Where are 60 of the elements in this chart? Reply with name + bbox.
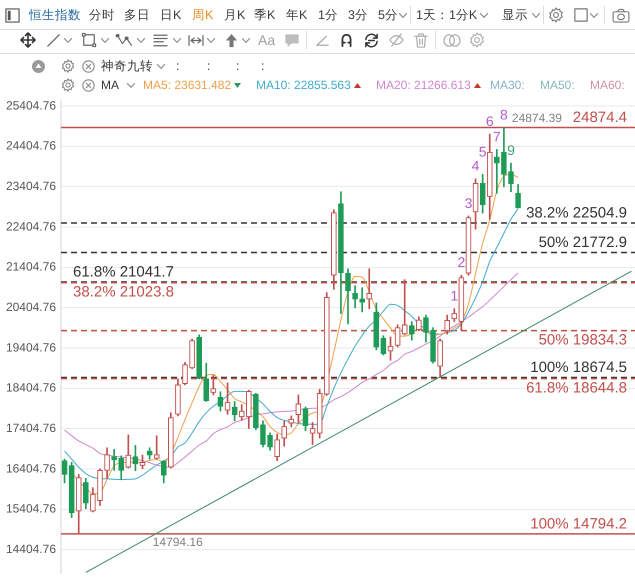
ref-line-label: 24874.4 bbox=[572, 109, 628, 126]
ref-line-label: 100% 18674.5 bbox=[530, 359, 628, 376]
annotation: 5 bbox=[478, 143, 487, 160]
ref-line-label: 50% 19834.3 bbox=[538, 331, 628, 348]
text: 神奇九转 bbox=[101, 58, 153, 74]
y-tick-label: 23404.76 bbox=[6, 179, 56, 194]
annotation: 2 bbox=[457, 254, 466, 270]
y-tick-label: 24404.76 bbox=[6, 138, 56, 153]
annotation: 1 bbox=[450, 288, 458, 304]
candlestick bbox=[310, 422, 316, 445]
ref-line-label: 61.8% 21041.7 bbox=[73, 264, 174, 281]
text: MA10: 22855.563 bbox=[256, 78, 351, 92]
annotation: 14794.16 bbox=[152, 535, 204, 550]
text: 年K bbox=[286, 8, 308, 22]
text: 1天：1分K bbox=[416, 8, 478, 22]
ref-line-label: 100% 14794.2 bbox=[530, 516, 628, 533]
ref-line-label: 50% 21772.9 bbox=[538, 234, 628, 252]
text: MA20: 21266.613 bbox=[376, 78, 471, 92]
annotation: 8 bbox=[500, 106, 508, 122]
y-tick-label: 16404.76 bbox=[6, 461, 56, 476]
text: 1分 bbox=[318, 8, 338, 22]
ref-line-label: 38.2% 21023.8 bbox=[73, 283, 174, 300]
y-tick-label: 25404.76 bbox=[6, 98, 56, 112]
text: MA5: 23631.482 bbox=[143, 78, 232, 92]
y-tick-label: 22404.76 bbox=[6, 219, 56, 234]
text: 周K bbox=[192, 8, 214, 22]
text: 日K bbox=[160, 8, 182, 22]
text: MA bbox=[101, 78, 119, 92]
y-tick-label: 17404.76 bbox=[6, 420, 56, 435]
ref-line-label: 61.8% 18644.8 bbox=[526, 379, 627, 396]
text: 显示 bbox=[502, 8, 528, 22]
y-tick-label: 21404.76 bbox=[6, 260, 56, 274]
annotation: 24874.39 bbox=[512, 110, 562, 125]
annotation: 7 bbox=[492, 128, 501, 144]
text: MA50: bbox=[540, 78, 575, 92]
annotation: 3 bbox=[464, 194, 473, 211]
annotation: 9 bbox=[507, 142, 516, 158]
annotation: 6 bbox=[486, 112, 494, 129]
y-tick-label: 20404.76 bbox=[6, 300, 56, 314]
text: : bbox=[176, 58, 180, 74]
text: : bbox=[261, 58, 264, 74]
text: : bbox=[236, 58, 240, 74]
y-tick-label: 14404.76 bbox=[6, 542, 56, 556]
text: : bbox=[207, 58, 210, 74]
text: 3分 bbox=[348, 8, 368, 22]
ref-line-label: 38.2% 22504.9 bbox=[526, 204, 627, 222]
y-tick-label: 19404.76 bbox=[6, 340, 56, 354]
candlestick bbox=[388, 336, 394, 361]
text: 月K bbox=[224, 8, 246, 22]
text: MA60: bbox=[590, 78, 625, 92]
text: 5分 bbox=[378, 8, 398, 22]
text: 季K bbox=[254, 8, 276, 22]
text: 分时 bbox=[89, 8, 115, 22]
y-tick-label: 15404.76 bbox=[6, 502, 56, 516]
text: 多日 bbox=[124, 8, 150, 22]
annotation: 4 bbox=[472, 158, 480, 174]
text: MA30: bbox=[490, 78, 525, 92]
text: Aa bbox=[258, 32, 276, 48]
y-tick-label: 18404.76 bbox=[6, 380, 56, 395]
chart-title: 恒生指数 bbox=[29, 8, 81, 22]
